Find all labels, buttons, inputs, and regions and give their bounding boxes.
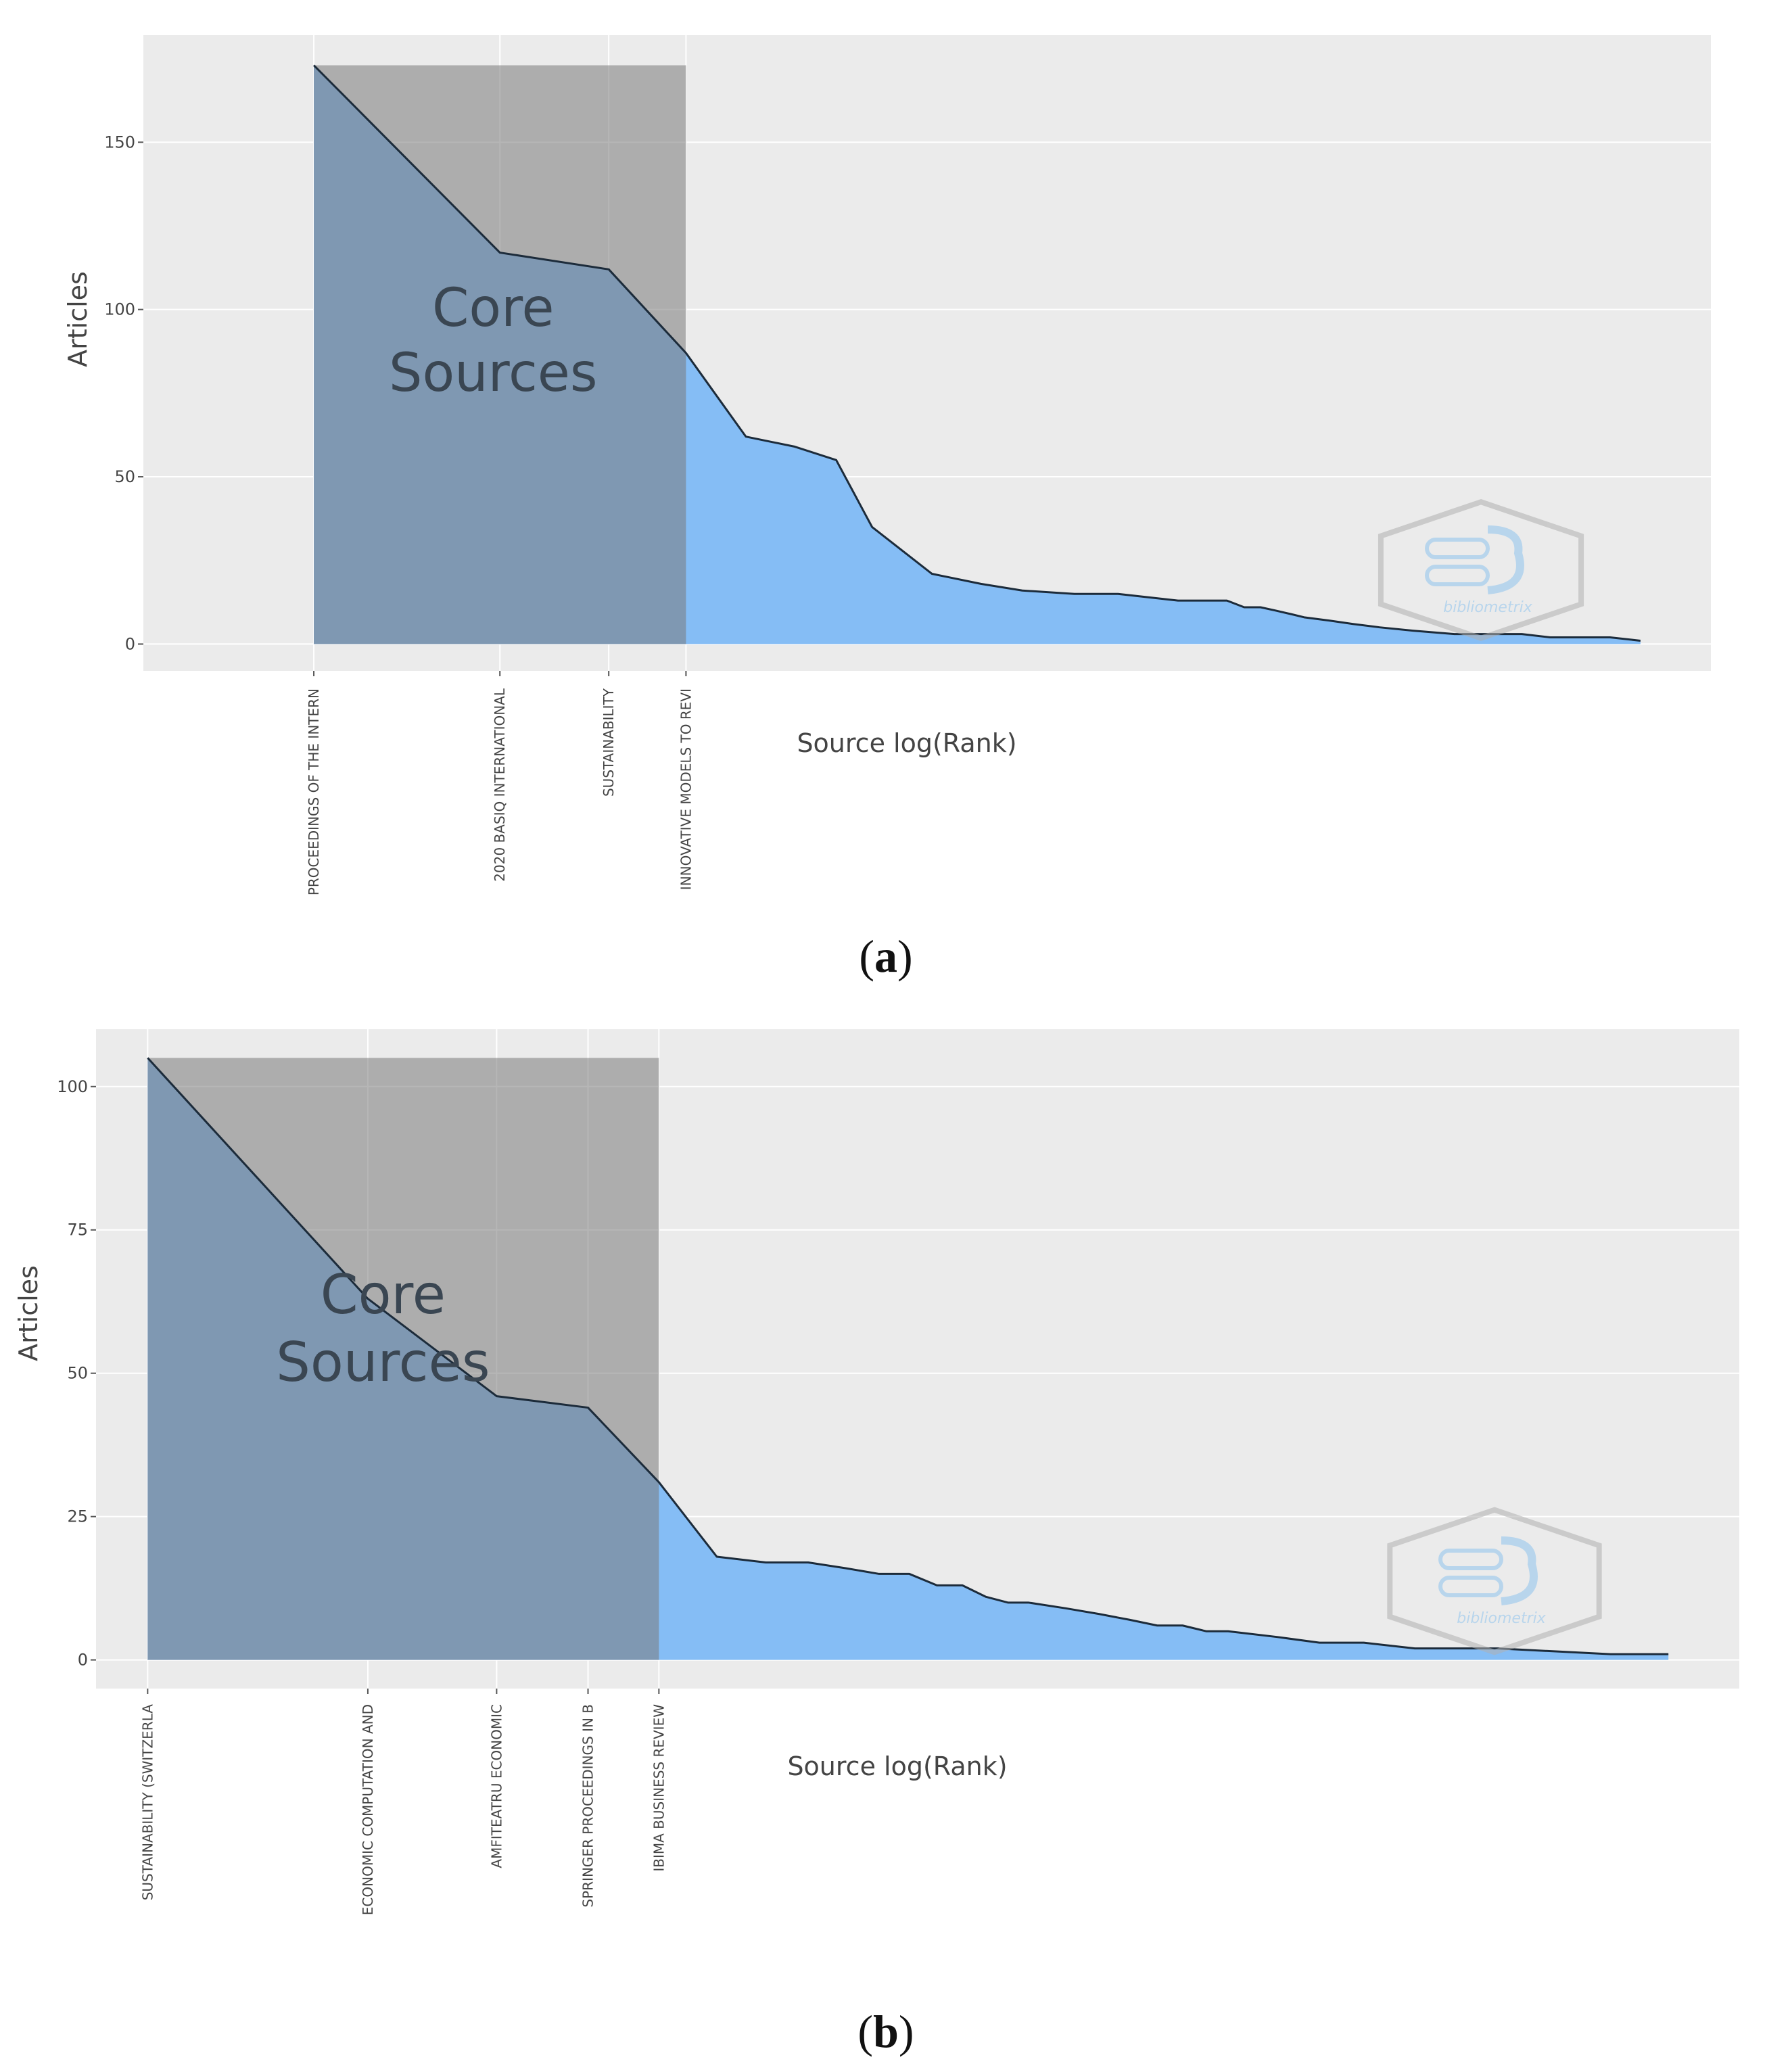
logo-bar — [1425, 538, 1490, 559]
y-tick-label: 50 — [67, 1364, 88, 1383]
core-sources-label-line: Core — [432, 278, 555, 339]
y-tick-label: 0 — [78, 1651, 88, 1670]
y-tick-label: 100 — [104, 300, 135, 319]
logo-bar — [1438, 1549, 1503, 1570]
bibliometrix-logo: bibliometrix — [1387, 1507, 1602, 1655]
core-sources-label-line: Sources — [389, 343, 598, 404]
x-tick-label: SUSTAINABILITY (SWITZERLA — [139, 1704, 156, 1901]
core-sources-label-line: Core — [321, 1263, 446, 1326]
logo-hexagon — [1387, 1507, 1602, 1655]
logo-b-shape — [1501, 1536, 1538, 1605]
x-tick-label: SUSTAINABILITY — [601, 688, 617, 797]
bibliometrix-logo: bibliometrix — [1378, 498, 1584, 642]
y-tick-label: 0 — [125, 634, 135, 653]
chart-panel-a: Core Sources 0 50 100 150 PROCEEDINGS OF THE I… — [63, 35, 1711, 895]
logo-bar — [1425, 565, 1490, 586]
x-tick-label: PROCEEDINGS OF THE INTERN — [306, 688, 322, 895]
x-tick-label: AMFITEATRU ECONOMIC — [488, 1704, 504, 1868]
logo-text: bibliometrix — [1443, 599, 1532, 616]
y-tick-label: 100 — [57, 1077, 88, 1096]
panel-label-a: (a) — [859, 931, 913, 982]
y-tick-label: 75 — [67, 1221, 88, 1240]
x-tick-label: INNOVATIVE MODELS TO REVI — [678, 688, 694, 890]
logo-bar — [1438, 1576, 1503, 1597]
logo-hexagon — [1378, 498, 1584, 642]
panel-label-b: (b) — [857, 2006, 914, 2057]
x-axis-title: Source log(Rank) — [787, 1751, 1007, 1781]
y-tick-label: 150 — [104, 133, 135, 151]
logo-b-shape — [1487, 525, 1524, 594]
y-tick-label: 50 — [114, 467, 135, 486]
core-sources-label-line: Sources — [276, 1331, 490, 1394]
articles-line — [147, 1057, 1669, 1655]
x-tick-label: IBIMA BUSINESS REVIEW — [651, 1704, 667, 1872]
x-tick-label: ECONOMIC COMPUTATION AND — [360, 1704, 376, 1915]
x-tick-label: 2020 BASIQ INTERNATIONAL — [492, 688, 508, 882]
y-tick-label: 25 — [67, 1507, 88, 1526]
x-tick-label: SPRINGER PROCEEDINGS IN B — [580, 1704, 596, 1908]
articles-line — [312, 64, 1641, 642]
core-sources-label: Core Sources — [276, 1263, 490, 1394]
y-axis-title: Articles — [14, 1265, 43, 1361]
y-axis-title: Articles — [63, 271, 93, 367]
logo-text: bibliometrix — [1457, 1610, 1546, 1627]
x-axis-title: Source log(Rank) — [797, 728, 1016, 758]
core-sources-box — [314, 65, 686, 644]
core-sources-box — [147, 1058, 659, 1660]
core-sources-label: Core Sources — [389, 278, 598, 404]
chart-panel-b: Core Sources 0 25 50 75 100 SUSTAINABILITY (SWI… — [14, 1029, 1739, 1915]
